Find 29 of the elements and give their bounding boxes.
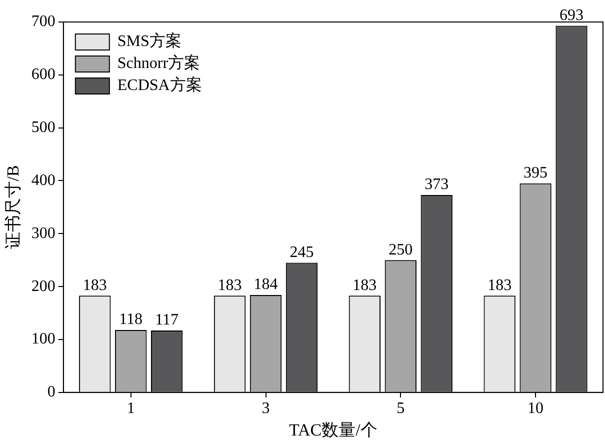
- data-label: 184: [254, 276, 278, 294]
- legend-label: Schnorr方案: [117, 54, 200, 72]
- y-tick-label: 0: [47, 384, 56, 401]
- data-label: 183: [82, 276, 107, 294]
- y-tick-label: 700: [31, 13, 56, 30]
- data-label: 395: [524, 164, 548, 182]
- x-tick-label: 10: [528, 400, 544, 418]
- y-tick-label: 200: [31, 278, 56, 295]
- y-tick-label: 500: [31, 119, 56, 136]
- data-label: 183: [218, 276, 242, 294]
- data-label: 250: [388, 241, 413, 258]
- y-axis-title: 证书尺寸/B: [4, 165, 23, 250]
- data-label: 245: [290, 244, 314, 261]
- x-tick-label: 5: [396, 400, 405, 418]
- data-label: 183: [352, 276, 377, 294]
- data-label: 693: [560, 6, 584, 24]
- y-tick-label: 300: [31, 224, 56, 242]
- legend-label: ECDSA方案: [117, 76, 202, 94]
- x-tick-label: 3: [262, 400, 270, 418]
- y-tick-label: 600: [31, 66, 56, 84]
- x-axis-title: TAC数量/个: [289, 420, 378, 440]
- data-label: 183: [488, 276, 512, 294]
- y-tick-label: 100: [31, 330, 56, 348]
- x-tick-label: 1: [126, 400, 135, 418]
- data-label: 373: [424, 176, 449, 194]
- y-tick-label: 400: [31, 172, 56, 189]
- data-label: 117: [155, 312, 179, 329]
- data-label: 118: [119, 311, 143, 328]
- legend-label: SMS方案: [117, 32, 182, 50]
